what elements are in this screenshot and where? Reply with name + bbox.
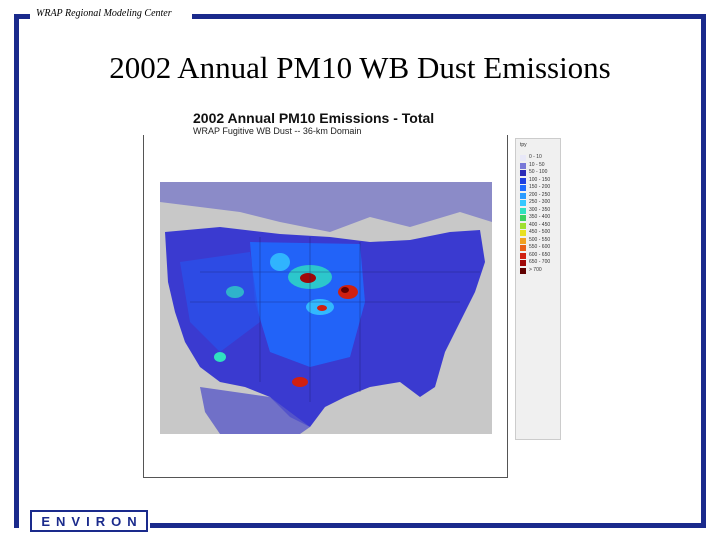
map-title: 2002 Annual PM10 Emissions - Total <box>193 110 435 126</box>
frame-top-left-bar <box>14 14 30 19</box>
legend-label: 250 - 300 <box>529 199 551 205</box>
legend-swatch <box>520 155 526 161</box>
emissions-map-graphic <box>160 182 492 434</box>
legend-swatch <box>520 245 526 251</box>
legend-swatch <box>520 200 526 206</box>
legend-swatch <box>520 170 526 176</box>
legend-swatch <box>520 162 526 169</box>
legend-label: 450 - 500 <box>529 229 551 235</box>
legend-label: 300 - 350 <box>529 206 551 213</box>
frame-left-bar <box>14 14 19 528</box>
legend-item: 250 - 300 <box>520 199 560 206</box>
legend-label: 50 - 100 <box>529 169 548 175</box>
legend-swatch <box>520 230 526 236</box>
legend-swatch <box>520 192 526 199</box>
legend-label: 400 - 450 <box>529 221 551 228</box>
legend-swatch <box>520 252 526 259</box>
legend-header: tpy <box>520 142 527 148</box>
legend-label: 150 - 200 <box>529 184 551 190</box>
legend-label: 10 - 50 <box>529 161 545 168</box>
legend-swatch <box>520 260 526 266</box>
legend-label: 100 - 150 <box>529 176 551 183</box>
map-frame <box>143 135 508 478</box>
legend-item: 450 - 500 <box>520 229 560 236</box>
legend-item: 10 - 50 <box>520 161 560 169</box>
legend-item: > 700 <box>520 266 560 274</box>
legend-swatch <box>520 207 526 214</box>
legend-label: 200 - 250 <box>529 191 551 198</box>
legend-label: 350 - 400 <box>529 214 551 220</box>
legend-item: 650 - 700 <box>520 259 560 266</box>
legend-label: 0 - 10 <box>529 154 542 160</box>
legend-swatch <box>520 177 526 184</box>
legend-item: 150 - 200 <box>520 184 560 191</box>
header-label: WRAP Regional Modeling Center <box>36 8 172 19</box>
legend-label: 500 - 550 <box>529 236 551 243</box>
legend-item: 550 - 600 <box>520 244 560 251</box>
frame-bottom-bar <box>150 523 706 528</box>
legend-item: 100 - 150 <box>520 176 560 184</box>
legend-item: 200 - 250 <box>520 191 560 199</box>
legend-swatch <box>520 222 526 229</box>
legend-item: 50 - 100 <box>520 169 560 176</box>
legend-swatch <box>520 215 526 221</box>
frame-top-right-bar <box>192 14 706 19</box>
legend-swatch <box>520 267 526 274</box>
legend-item: 300 - 350 <box>520 206 560 214</box>
slide-title: 2002 Annual PM10 WB Dust Emissions <box>109 50 611 85</box>
legend-label: 650 - 700 <box>529 259 551 265</box>
environ-logo: ENVIRON <box>30 510 148 532</box>
logo-text: ENVIRON <box>41 513 143 529</box>
legend-swatch <box>520 237 526 244</box>
legend-label: 550 - 600 <box>529 244 551 250</box>
emissions-map <box>160 182 492 434</box>
legend-item: 0 - 10 <box>520 154 560 161</box>
legend-item: 350 - 400 <box>520 214 560 221</box>
map-subtitle: WRAP Fugitive WB Dust -- 36-km Domain <box>193 126 362 136</box>
legend-item: 600 - 650 <box>520 251 560 259</box>
emissions-map-figure: 2002 Annual PM10 Emissions - Total WRAP … <box>143 106 611 479</box>
legend-label: > 700 <box>529 266 542 273</box>
map-legend: tpy 0 - 10 10 - 50 50 - 100 100 - 150 150 - … <box>515 138 561 440</box>
legend-label: 600 - 650 <box>529 251 551 258</box>
legend-item: 400 - 450 <box>520 221 560 229</box>
frame-right-bar <box>701 14 706 528</box>
legend-swatch <box>520 185 526 191</box>
legend-item: 500 - 550 <box>520 236 560 244</box>
